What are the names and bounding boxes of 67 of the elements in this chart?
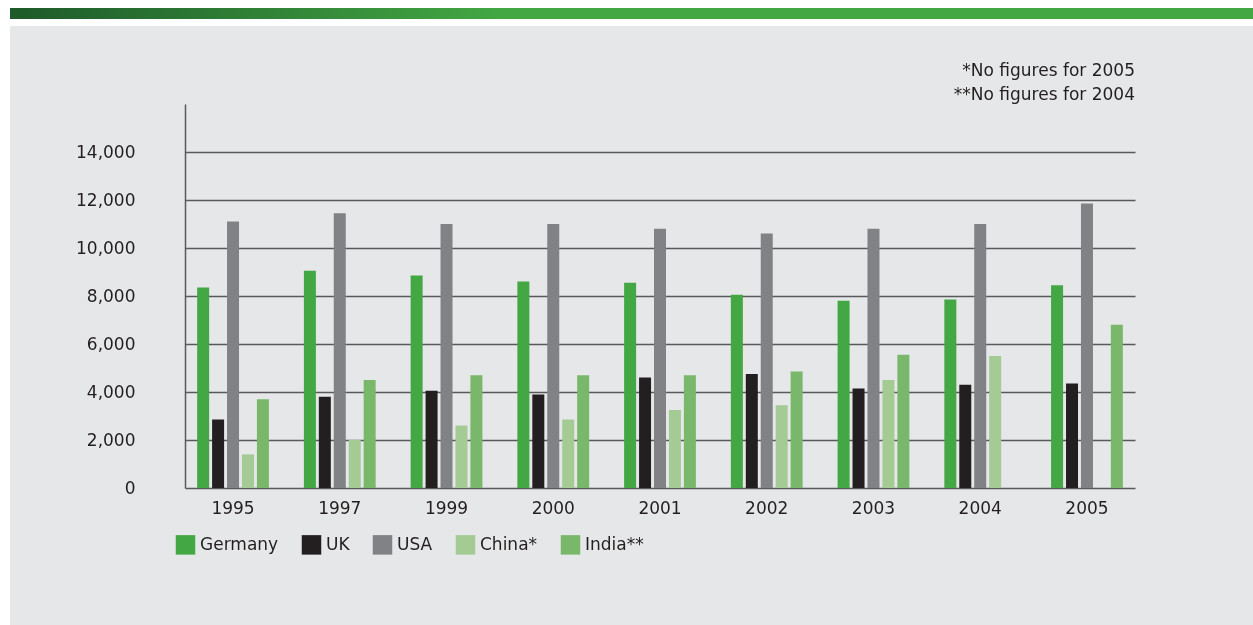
bar	[348, 440, 361, 488]
bar	[897, 354, 910, 488]
x-tick-label: 2005	[1065, 497, 1109, 518]
bar	[882, 380, 895, 488]
y-tick-label: 6,000	[86, 333, 136, 354]
bar	[1051, 285, 1064, 488]
bar	[532, 394, 545, 488]
text: *No figures for 2005	[962, 60, 1135, 80]
bar	[668, 410, 681, 488]
bar	[425, 390, 438, 488]
bar	[837, 300, 850, 488]
bar	[852, 388, 865, 488]
legend-label: Germany	[200, 533, 279, 554]
y-tick-label: 4,000	[86, 381, 136, 402]
y-tick-label: 2,000	[86, 429, 136, 450]
bar	[562, 419, 575, 488]
bar	[410, 275, 423, 488]
x-tick-label: 2001	[638, 497, 682, 518]
bar	[760, 233, 773, 488]
x-tick-label: 1997	[318, 497, 362, 518]
bar	[455, 425, 468, 488]
bar	[363, 380, 376, 488]
y-tick-label: 0	[124, 477, 136, 498]
bar	[1066, 383, 1079, 488]
bar	[333, 213, 346, 488]
bar	[1110, 324, 1123, 488]
bar	[547, 224, 560, 488]
bar	[639, 377, 652, 488]
bar	[974, 224, 987, 488]
bar	[683, 375, 696, 488]
bar	[624, 282, 637, 488]
bar	[944, 299, 957, 488]
bar	[775, 405, 788, 488]
bar	[303, 270, 316, 488]
bar	[959, 384, 972, 488]
legend-label: China*	[480, 533, 538, 554]
bar	[790, 371, 803, 488]
bar	[197, 287, 210, 488]
x-tick-label: 2000	[531, 497, 575, 518]
bar	[470, 375, 483, 488]
bar	[440, 224, 453, 488]
bar	[1080, 203, 1093, 488]
bar	[654, 228, 666, 488]
bar	[745, 374, 758, 488]
legend-label: India**	[585, 533, 644, 554]
legend-label: UK	[326, 533, 351, 554]
x-tick-label: 1999	[424, 497, 469, 518]
y-tick-label: 14,000	[76, 141, 136, 162]
bar	[867, 228, 880, 488]
bar	[318, 396, 331, 488]
y-tick-label: 12,000	[76, 189, 136, 210]
y-tick-label: 8,000	[86, 285, 136, 306]
bar	[241, 454, 254, 488]
bar	[227, 221, 240, 488]
bar	[730, 294, 743, 488]
bar	[989, 356, 1002, 488]
x-tick-label: 2003	[851, 497, 896, 518]
bar	[212, 419, 225, 488]
bar	[256, 399, 269, 488]
bar	[517, 281, 530, 488]
x-tick-label: 1995	[211, 497, 255, 518]
x-tick-label: 2002	[745, 497, 789, 518]
y-tick-label: 10,000	[76, 237, 136, 258]
text: **No figures for 2004	[953, 84, 1135, 104]
bar	[577, 375, 590, 488]
legend-label: USA	[397, 533, 433, 554]
x-tick-label: 2004	[958, 497, 1002, 518]
